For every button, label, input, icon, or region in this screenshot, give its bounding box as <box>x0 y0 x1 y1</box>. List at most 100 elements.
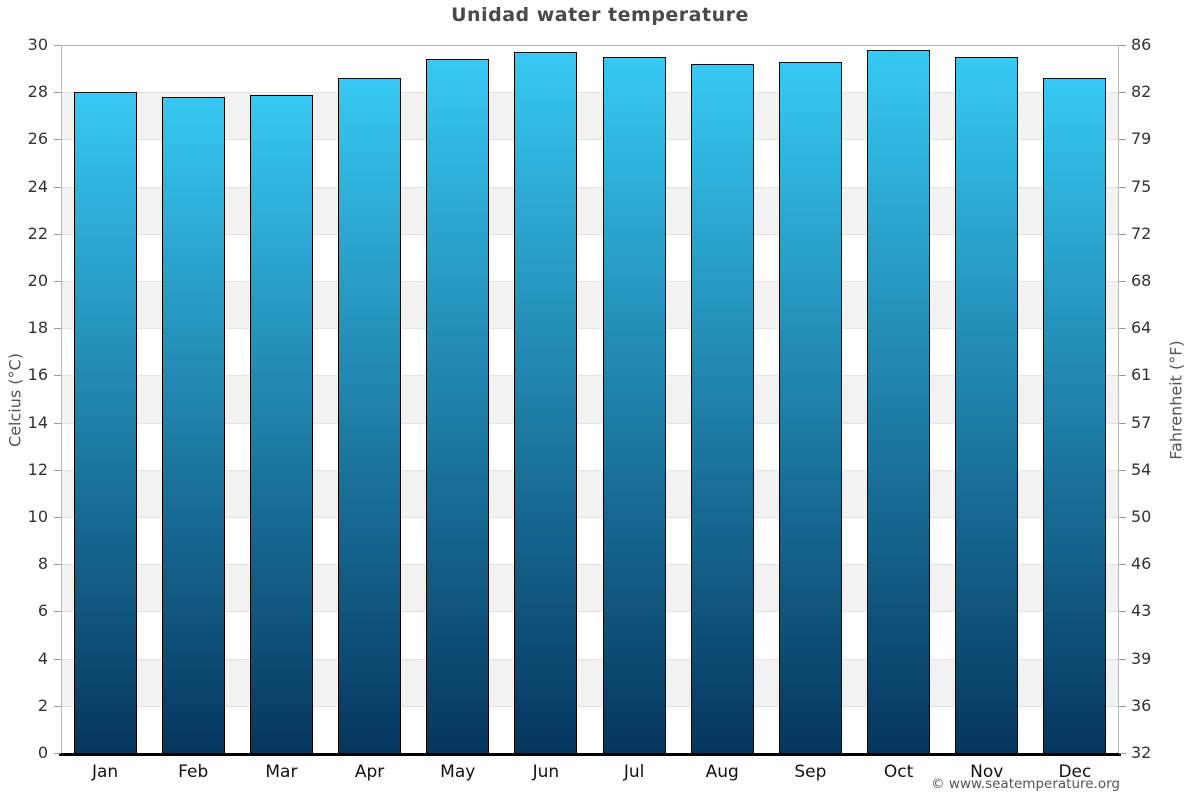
y-tick-label-fahrenheit: 72 <box>1131 223 1152 243</box>
y-tick-left <box>54 705 61 707</box>
y-tick-label-fahrenheit: 36 <box>1131 695 1152 715</box>
y-tick-label-celsius: 30 <box>27 35 48 54</box>
x-tick-label-mar: Mar <box>265 762 298 782</box>
y-tick-label-celsius: 14 <box>27 412 48 432</box>
y-tick-label-fahrenheit: 46 <box>1131 554 1152 574</box>
y-tick-left <box>54 139 61 141</box>
y-tick-label-celsius: 4 <box>37 648 48 668</box>
y-tick-right <box>1119 611 1126 613</box>
y-tick-label-celsius: 0 <box>37 743 48 762</box>
y-tick-right <box>1119 658 1126 660</box>
bar-jun <box>514 52 578 753</box>
y-tick-right <box>1119 233 1126 235</box>
x-tick-label-aug: Aug <box>705 762 739 782</box>
gridline <box>61 233 1119 235</box>
grid-band <box>61 564 1119 612</box>
y-tick-right <box>1119 753 1126 754</box>
y-tick-label-celsius: 12 <box>27 459 48 479</box>
y-tick-left <box>54 233 61 235</box>
plot-spine <box>61 45 1119 46</box>
y-tick-label-fahrenheit: 43 <box>1131 601 1152 621</box>
bar-mar <box>249 94 313 753</box>
y-tick-left <box>54 469 61 471</box>
chart-title: Unidad water temperature <box>451 4 749 26</box>
y-tick-label-fahrenheit: 32 <box>1131 743 1152 762</box>
x-tick-label-jul: Jul <box>623 762 645 782</box>
y-tick-left <box>54 45 61 46</box>
y-tick-label-fahrenheit: 82 <box>1131 82 1152 102</box>
y-tick-label-fahrenheit: 39 <box>1131 648 1152 668</box>
y-tick-right <box>1119 422 1126 424</box>
grid-band <box>61 375 1119 423</box>
gridline <box>61 658 1119 660</box>
bar-aug <box>690 63 754 753</box>
y-axis-label-fahrenheit: Fahrenheit (°F) <box>1166 340 1186 460</box>
y-tick-right <box>1119 328 1126 330</box>
y-tick-label-fahrenheit: 50 <box>1131 507 1152 526</box>
gridline <box>61 469 1119 471</box>
y-tick-right <box>1119 92 1126 94</box>
grid-band <box>61 328 1119 376</box>
gridline <box>61 281 1119 282</box>
y-tick-label-celsius: 8 <box>37 554 48 574</box>
bar-dec <box>1043 78 1107 753</box>
grid-band <box>61 45 1119 93</box>
plot-spine <box>1118 45 1119 753</box>
y-tick-right <box>1119 564 1126 566</box>
grid-band <box>61 92 1119 140</box>
y-tick-left <box>54 92 61 94</box>
y-tick-label-fahrenheit: 54 <box>1131 459 1152 479</box>
y-tick-left <box>54 658 61 660</box>
x-tick-label-apr: Apr <box>354 762 385 782</box>
grid-band <box>61 139 1119 187</box>
y-tick-label-celsius: 18 <box>27 318 48 338</box>
grid-band <box>61 517 1119 565</box>
gridline <box>61 92 1119 94</box>
plot-spine <box>61 45 62 753</box>
y-tick-right <box>1119 139 1126 141</box>
bar-nov <box>955 56 1019 753</box>
y-tick-left <box>54 375 61 377</box>
gridline <box>61 186 1119 188</box>
y-tick-left <box>54 281 61 282</box>
x-tick-label-jan: Jan <box>91 762 119 782</box>
y-tick-label-celsius: 20 <box>27 271 48 290</box>
grid-band <box>61 658 1119 706</box>
y-tick-left <box>54 611 61 613</box>
x-tick-label-sep: Sep <box>794 762 827 782</box>
x-tick-label-oct: Oct <box>883 762 914 782</box>
y-tick-right <box>1119 186 1126 188</box>
y-tick-label-fahrenheit: 57 <box>1131 412 1152 432</box>
y-tick-label-celsius: 2 <box>37 695 48 715</box>
bar-feb <box>161 96 225 753</box>
x-tick-label-dec: Dec <box>1058 762 1092 782</box>
y-tick-label-celsius: 16 <box>27 365 48 385</box>
bar-jan <box>73 92 137 753</box>
x-axis-line <box>59 753 1121 756</box>
grid-band <box>61 281 1119 329</box>
y-tick-right <box>1119 375 1126 377</box>
y-tick-left <box>54 753 61 754</box>
y-tick-label-fahrenheit: 61 <box>1131 365 1152 385</box>
y-tick-label-celsius: 6 <box>37 601 48 621</box>
gridline <box>61 705 1119 707</box>
plot-area <box>61 45 1119 753</box>
y-tick-left <box>54 422 61 424</box>
bar-jul <box>602 56 666 753</box>
gridline <box>61 611 1119 613</box>
copyright-watermark: © www.seatemperature.org <box>931 776 1120 792</box>
y-tick-label-celsius: 26 <box>27 129 48 149</box>
y-tick-right <box>1119 281 1126 282</box>
grid-band <box>61 469 1119 517</box>
y-tick-right <box>1119 469 1126 471</box>
grid-band <box>61 422 1119 470</box>
bar-apr <box>338 78 402 753</box>
y-tick-label-fahrenheit: 64 <box>1131 318 1152 338</box>
y-tick-label-celsius: 24 <box>27 176 48 196</box>
grid-band <box>61 705 1119 753</box>
y-tick-right <box>1119 705 1126 707</box>
grid-band <box>61 611 1119 659</box>
gridline <box>61 328 1119 330</box>
x-tick-label-jun: Jun <box>532 762 560 782</box>
